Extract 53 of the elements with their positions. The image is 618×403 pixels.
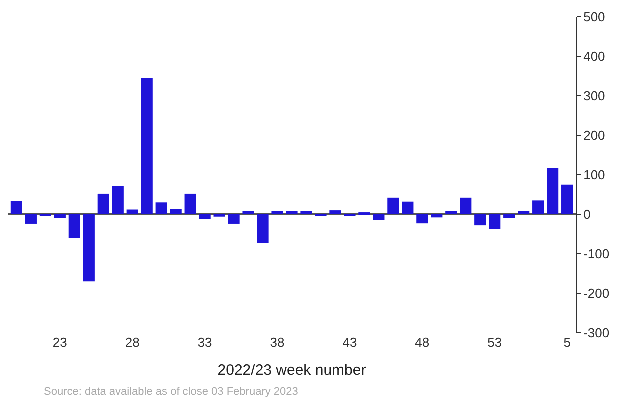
x-tick-label: 28	[125, 335, 140, 350]
y-tick-label: 200	[584, 128, 606, 144]
bar	[112, 186, 124, 214]
bar	[330, 210, 342, 214]
bar	[446, 211, 458, 214]
bar	[141, 78, 153, 214]
x-tick-label: 33	[198, 335, 212, 350]
y-tick-label: 300	[584, 88, 606, 104]
bar	[10, 201, 22, 214]
bar	[170, 209, 182, 214]
bar	[532, 200, 544, 214]
bar	[184, 194, 196, 214]
y-tick-label: -100	[584, 246, 610, 262]
bar	[126, 210, 138, 214]
bar	[416, 214, 428, 224]
bar	[518, 211, 530, 214]
x-tick-label: 5	[564, 335, 571, 350]
bar	[373, 214, 385, 220]
bar	[228, 214, 240, 224]
bar	[431, 214, 443, 218]
y-tick-label: -200	[584, 286, 610, 302]
bar	[242, 211, 254, 214]
x-axis-title: 2022/23 week number	[218, 362, 366, 379]
x-tick-label: 53	[488, 335, 502, 350]
bar	[54, 214, 66, 218]
bar	[562, 184, 574, 214]
bar	[504, 214, 516, 218]
y-tick-label: 400	[584, 49, 606, 64]
bar	[272, 211, 284, 214]
bar	[474, 214, 486, 226]
bar	[388, 198, 400, 214]
y-tick-label: 0	[584, 207, 591, 222]
bar	[68, 214, 80, 238]
bar	[257, 214, 269, 244]
bar	[547, 168, 559, 214]
bar	[286, 211, 298, 214]
bar	[199, 214, 211, 220]
y-tick-label: 100	[584, 168, 606, 183]
bar	[402, 202, 414, 214]
bar	[98, 194, 110, 214]
bar	[489, 214, 501, 230]
source-note: Source: data available as of close 03 February 2023	[44, 386, 298, 398]
x-tick-label: 23	[52, 335, 68, 350]
bar	[156, 202, 168, 214]
bar	[300, 211, 312, 214]
y-tick-label: 500	[584, 10, 606, 25]
bar	[83, 214, 95, 282]
y-tick-label: -300	[584, 326, 610, 341]
x-tick-label: 48	[415, 335, 430, 350]
x-tick-label: 38	[270, 335, 285, 350]
x-tick-label: 43	[342, 335, 358, 350]
bar	[460, 198, 472, 214]
bar	[25, 214, 37, 224]
